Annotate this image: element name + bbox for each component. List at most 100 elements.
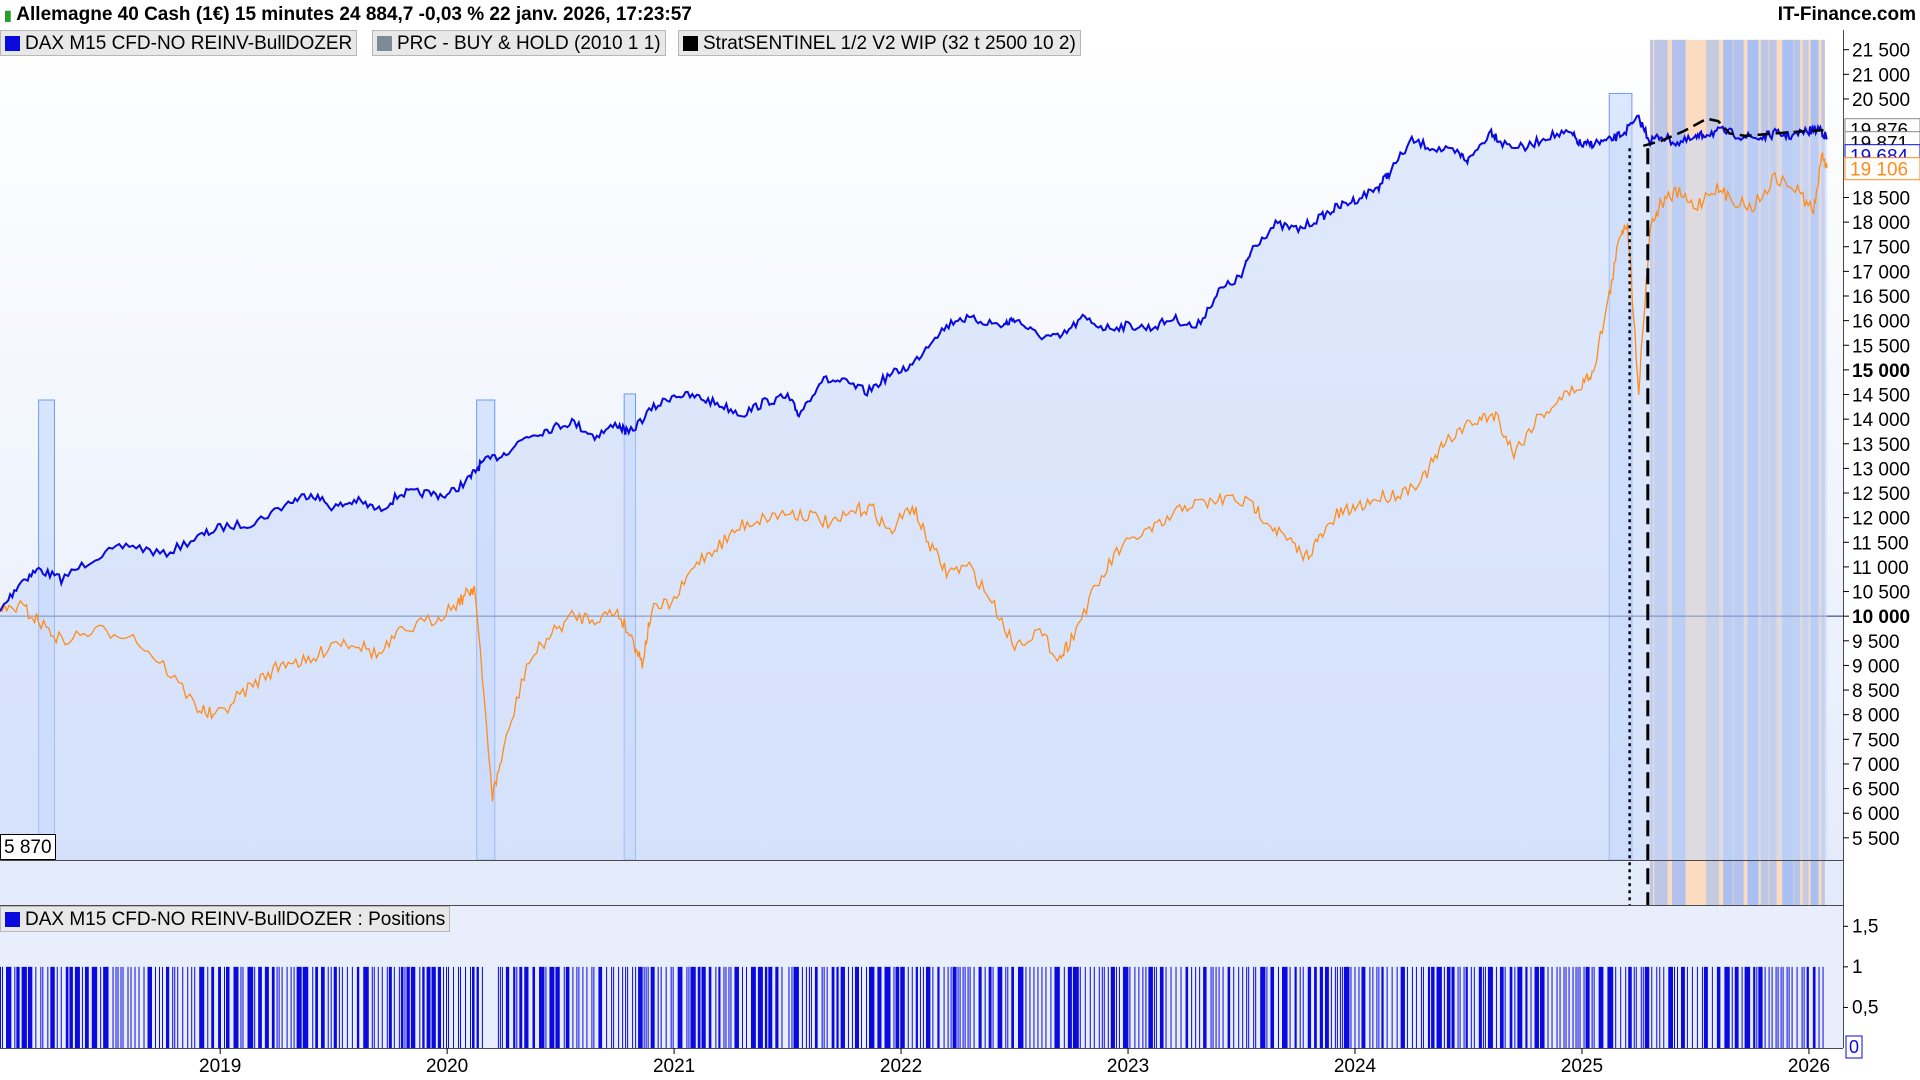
position-bar [293, 966, 295, 1048]
position-bar [1376, 966, 1378, 1048]
positions-tick-label: 0,5 [1852, 997, 1878, 1018]
positions-layer [0, 966, 1824, 1048]
position-bar [1378, 966, 1380, 1048]
position-bar [194, 966, 196, 1048]
position-bar [1591, 966, 1593, 1048]
position-bar [1037, 966, 1039, 1048]
position-bar [1103, 966, 1105, 1048]
position-bar [404, 966, 406, 1048]
position-bar [1227, 966, 1231, 1048]
position-bar [400, 966, 404, 1048]
position-bar [1354, 966, 1356, 1048]
position-bar [957, 966, 959, 1048]
position-bar [1361, 966, 1366, 1048]
position-bar [373, 966, 375, 1048]
position-bar [565, 966, 570, 1048]
position-bar [854, 966, 859, 1048]
position-bar [1734, 966, 1739, 1048]
legend-item-buy-hold[interactable]: PRC - BUY & HOLD (2010 1 1) [372, 30, 666, 56]
positions-current-value: 0 [1849, 1037, 1859, 1057]
position-bar [1017, 966, 1024, 1048]
price-tick-label: 13 000 [1852, 459, 1910, 480]
position-bar [582, 966, 584, 1048]
position-bar [134, 966, 136, 1048]
price-tick-label: 7 000 [1852, 755, 1900, 776]
price-tick-label: 21 500 [1852, 41, 1910, 62]
position-bar [1045, 966, 1047, 1048]
position-bar [341, 966, 343, 1048]
legend-item-positions[interactable]: DAX M15 CFD-NO REINV-BullDOZER : Positio… [0, 906, 451, 932]
position-bar [1457, 966, 1459, 1048]
position-bar [593, 966, 595, 1048]
position-bar [549, 966, 555, 1048]
position-bar [1482, 966, 1484, 1048]
position-bar [1319, 966, 1323, 1048]
chart-title-text: Allemagne 40 Cash (1€) 15 minutes 24 884… [16, 4, 692, 26]
position-bar [338, 966, 340, 1048]
position-bar [42, 966, 44, 1048]
position-bar [1025, 966, 1027, 1048]
position-bar [847, 966, 849, 1048]
position-bar [1786, 966, 1788, 1048]
position-bar [6, 966, 12, 1048]
position-bar [1054, 966, 1060, 1048]
position-bar [1764, 966, 1766, 1048]
position-bar [1530, 966, 1532, 1048]
position-bar [1633, 966, 1635, 1048]
position-bar [1270, 966, 1274, 1048]
legend-swatch-icon [377, 36, 392, 51]
position-bar [1029, 966, 1031, 1048]
position-bar [422, 966, 425, 1048]
position-bar [302, 966, 309, 1048]
position-bar [1780, 966, 1782, 1048]
position-bar [851, 966, 853, 1048]
position-bar [1674, 966, 1676, 1048]
position-bar [1499, 966, 1504, 1048]
position-bar [1381, 966, 1384, 1048]
position-bar [1509, 966, 1513, 1048]
position-bar [622, 966, 624, 1048]
position-bar [1812, 966, 1816, 1048]
position-bar [1215, 966, 1217, 1048]
position-bar [0, 966, 1, 1048]
position-bar [1427, 966, 1431, 1048]
position-bar [1607, 966, 1614, 1048]
position-bar [472, 966, 475, 1048]
position-bar [969, 966, 971, 1048]
position-bar [1806, 966, 1809, 1048]
position-bar [988, 966, 992, 1048]
position-bar [1777, 966, 1779, 1048]
position-bar [1585, 966, 1590, 1048]
equity-area-fill [0, 115, 1828, 861]
series-line-buy-hold [0, 152, 1828, 802]
position-bar [453, 966, 455, 1048]
legend-item-sentinel[interactable]: StratSENTINEL 1/2 V2 WIP (32 t 2500 10 2… [678, 30, 1081, 56]
position-bar [1115, 966, 1117, 1048]
position-bar [1758, 966, 1763, 1048]
position-bar [978, 966, 982, 1048]
position-bar [1255, 966, 1257, 1048]
position-bar [831, 966, 835, 1048]
position-bar [1138, 966, 1140, 1048]
legend-item-bulldozer[interactable]: DAX M15 CFD-NO REINV-BullDOZER [0, 30, 358, 56]
position-bar [458, 966, 460, 1048]
position-bar [1651, 966, 1653, 1048]
price-tick-label: 18 500 [1852, 188, 1910, 209]
position-bar [1107, 966, 1109, 1048]
position-bar [821, 966, 823, 1048]
position-bar [138, 966, 140, 1048]
position-bar [1568, 966, 1570, 1048]
position-bar [333, 966, 337, 1048]
price-tick-label: 15 000 [1852, 361, 1910, 382]
position-bar [264, 966, 269, 1048]
position-bar [81, 966, 83, 1048]
position-bar [1575, 966, 1577, 1048]
position-bar [1238, 966, 1240, 1048]
position-bar [1341, 966, 1343, 1048]
position-bar [805, 966, 807, 1048]
position-bar [1063, 966, 1065, 1048]
price-axis: 21 500 21 000 20 500 18 500 18 000 17 500 17 0… [1843, 41, 1910, 850]
position-bar [481, 966, 483, 1048]
position-bar [1089, 966, 1091, 1048]
position-bar [860, 966, 862, 1048]
